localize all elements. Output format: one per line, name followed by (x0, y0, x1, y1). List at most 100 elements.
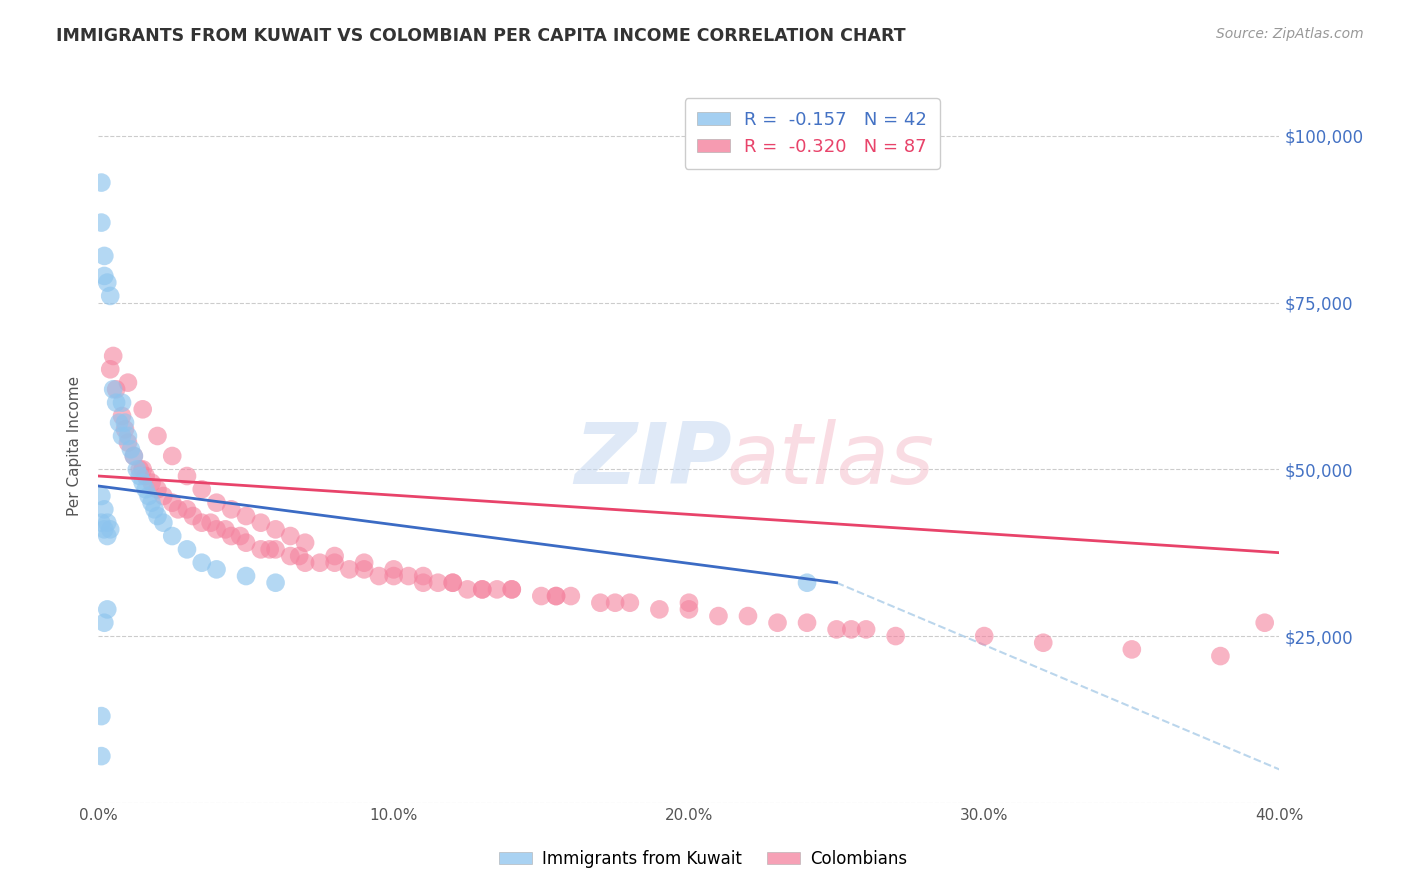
Point (323, 556, 346, 570)
Point (766, 615, 789, 630)
Point (471, 582, 494, 597)
Point (103, 349, 125, 363)
Point (264, 575, 287, 590)
Point (294, 535, 316, 549)
Point (191, 483, 214, 497)
Point (339, 562, 360, 576)
Point (884, 629, 907, 643)
Point (796, 575, 818, 590)
Point (841, 623, 863, 637)
Point (353, 562, 375, 576)
Point (152, 516, 174, 530)
Point (143, 502, 166, 516)
Point (396, 569, 419, 583)
Point (117, 435, 139, 450)
Point (98, 362, 121, 376)
Point (128, 462, 150, 476)
Point (605, 596, 627, 610)
Point (90, 709, 112, 723)
Point (486, 582, 509, 597)
Point (368, 569, 391, 583)
Point (162, 529, 183, 543)
Point (90, 516, 112, 530)
Point (90, 176, 112, 190)
Point (181, 509, 204, 524)
Point (90, 749, 112, 764)
Point (1032, 636, 1054, 650)
Point (235, 569, 257, 583)
Point (707, 609, 730, 624)
Point (93, 502, 115, 516)
Point (205, 496, 228, 510)
Point (111, 429, 134, 443)
Legend: Immigrants from Kuwait, Colombians: Immigrants from Kuwait, Colombians (492, 844, 914, 875)
Point (152, 489, 174, 503)
Point (176, 502, 198, 516)
Point (135, 469, 157, 483)
Point (200, 516, 222, 530)
Point (114, 416, 136, 430)
Text: ZIP: ZIP (575, 418, 733, 502)
Point (111, 395, 134, 409)
Point (146, 509, 169, 524)
Point (96, 602, 118, 616)
Point (278, 549, 302, 563)
Point (103, 382, 125, 396)
Point (205, 522, 228, 536)
Point (162, 449, 183, 463)
Point (132, 462, 155, 476)
Point (176, 469, 198, 483)
Point (323, 549, 346, 563)
Point (105, 395, 128, 409)
Point (678, 602, 700, 616)
Point (427, 575, 450, 590)
Point (259, 542, 281, 557)
Point (560, 589, 582, 603)
Point (146, 483, 169, 497)
Point (120, 442, 142, 457)
Point (93, 268, 115, 283)
Point (98, 289, 121, 303)
Point (471, 582, 494, 597)
Point (117, 376, 139, 390)
Point (90, 216, 112, 230)
Point (678, 596, 700, 610)
Point (132, 402, 155, 417)
Point (191, 516, 214, 530)
Point (135, 483, 157, 497)
Point (353, 556, 375, 570)
Point (141, 496, 163, 510)
Point (229, 529, 252, 543)
Point (96, 529, 118, 543)
Point (98, 522, 121, 536)
Point (90, 489, 112, 503)
Point (114, 422, 136, 436)
Text: Source: ZipAtlas.com: Source: ZipAtlas.com (1216, 27, 1364, 41)
Point (167, 502, 190, 516)
Point (530, 589, 553, 603)
Point (412, 575, 434, 590)
Point (278, 529, 302, 543)
Point (589, 596, 612, 610)
Point (138, 489, 160, 503)
Point (501, 582, 523, 597)
Text: IMMIGRANTS FROM KUWAIT VS COLOMBIAN PER CAPITA INCOME CORRELATION CHART: IMMIGRANTS FROM KUWAIT VS COLOMBIAN PER … (56, 27, 905, 45)
Point (93, 522, 115, 536)
Point (456, 582, 478, 597)
Legend: R =  -0.157   N = 42, R =  -0.320   N = 87: R = -0.157 N = 42, R = -0.320 N = 87 (685, 98, 939, 169)
Point (546, 589, 568, 603)
Point (412, 569, 434, 583)
Point (619, 596, 641, 610)
Point (122, 449, 145, 463)
Point (1121, 642, 1143, 657)
Point (288, 549, 311, 563)
Point (855, 623, 877, 637)
Point (219, 502, 242, 516)
Point (264, 522, 287, 536)
Point (441, 575, 464, 590)
Point (191, 556, 214, 570)
Point (309, 556, 332, 570)
Point (501, 582, 523, 597)
Point (1209, 649, 1232, 664)
Point (264, 542, 287, 557)
